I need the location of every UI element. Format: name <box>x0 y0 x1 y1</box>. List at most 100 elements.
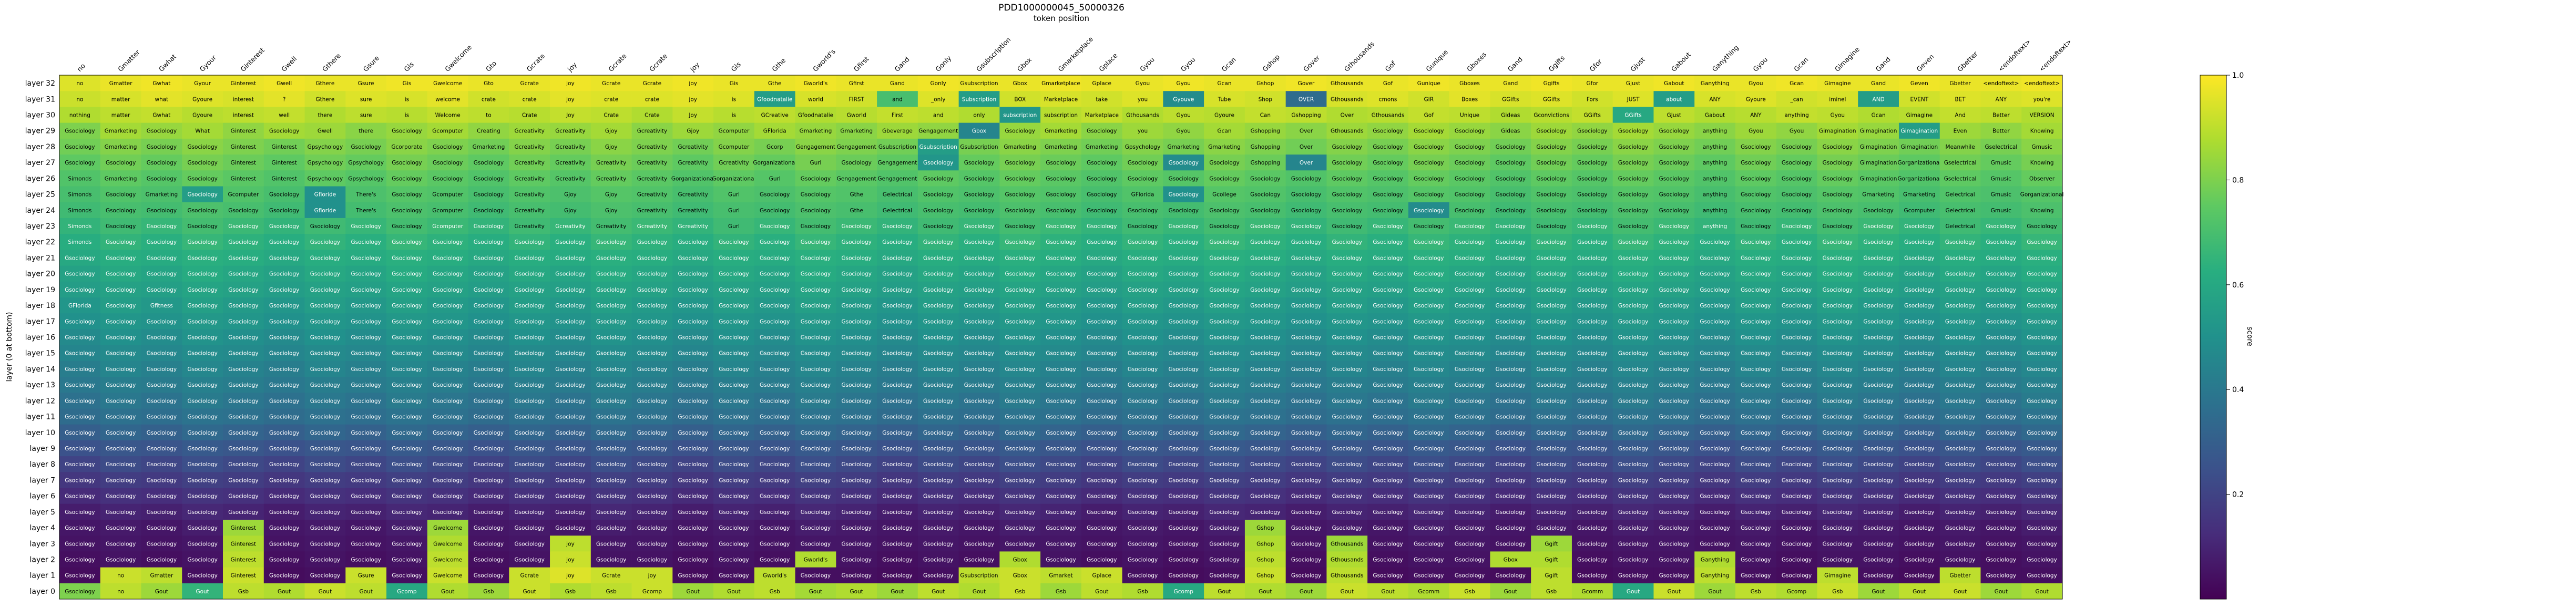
cell-label: Gsociology <box>65 128 95 135</box>
cell-label: Gsociology <box>1496 430 1526 436</box>
cell-label: Gof <box>1424 112 1434 119</box>
cell-label: Gsociology <box>1087 176 1117 182</box>
cell-label: anything <box>1703 176 1727 182</box>
heatmap-cell <box>141 138 182 155</box>
cell-label: Ginterest <box>271 144 297 150</box>
cell-label: Gsociology <box>1741 208 1771 214</box>
cell-label: Gsociology <box>678 430 708 436</box>
cell-label: Fors <box>1587 96 1598 102</box>
cell-label: Gsociology <box>1455 382 1485 388</box>
cell-label: Gsociology <box>1904 541 1934 547</box>
heatmap-cell <box>223 329 264 346</box>
cell-label: Gsociology <box>1455 318 1485 325</box>
cell-label: Gsociology <box>1332 335 1362 341</box>
cell-label: Gwell <box>318 128 333 135</box>
cell-label: Gsociology <box>678 303 708 309</box>
cell-label: Gsociology <box>964 382 994 388</box>
cell-label: Gsociology <box>1496 398 1526 404</box>
heatmap-cell <box>1408 329 1450 346</box>
cell-label: Gsociology <box>1087 509 1117 516</box>
cell-label: Gsociology <box>1046 414 1076 420</box>
cell-label: Gsociology <box>1373 287 1403 293</box>
cell-label: Gsociology <box>187 509 217 516</box>
heatmap-cell <box>182 297 223 314</box>
heatmap-cell <box>59 297 101 314</box>
heatmap-cell <box>836 297 877 314</box>
cell-label: Gsociology <box>65 366 95 373</box>
heatmap-cell <box>1204 138 1245 155</box>
cell-label: Gsociology <box>1904 255 1934 261</box>
heatmap-cell <box>1735 250 1777 266</box>
x-tick-label: Gwell <box>280 55 298 73</box>
cell-label: Gsociology <box>310 351 340 357</box>
cell-label: Gsociology <box>801 239 831 245</box>
cell-label: Gsociology <box>1782 525 1812 531</box>
heatmap-cell <box>2021 234 2063 250</box>
cell-label: Gyou <box>1749 128 1763 135</box>
cell-label: Gsociology <box>1291 446 1321 452</box>
cell-label: Gsociology <box>474 239 504 245</box>
heatmap-cell <box>1204 250 1245 266</box>
heatmap-cell <box>1776 297 1817 314</box>
cell-label: Ggifts <box>1543 80 1560 87</box>
heatmap-cell <box>1367 250 1409 266</box>
cell-label: Gsociology <box>1332 414 1362 420</box>
heatmap-cell <box>1735 122 1777 139</box>
heatmap-cell <box>1163 91 1204 107</box>
cell-label: Gsociology <box>1618 160 1648 166</box>
heatmap-cell <box>1571 313 1613 330</box>
heatmap-cell <box>1244 265 1286 282</box>
cell-label: Gsociology <box>760 318 790 325</box>
cell-label: Gsociology <box>1414 493 1444 500</box>
x-tick-label: Gjust <box>1629 55 1647 73</box>
cell-label: Gsociology <box>1209 461 1239 468</box>
cell-label: Gsociology <box>1741 366 1771 373</box>
cell-label: Gengagement <box>878 176 917 182</box>
cell-label: Gcomputer <box>432 208 463 214</box>
cell-label: GFlorida <box>1131 192 1154 198</box>
heatmap-cell <box>1612 297 1654 314</box>
cell-label: crate <box>482 96 496 102</box>
cell-label: Gsociology <box>392 477 422 483</box>
cell-label: Gmatter <box>150 573 173 579</box>
heatmap-cell <box>795 107 836 124</box>
cell-label: Gsociology <box>1250 303 1280 309</box>
heatmap-cell <box>550 218 591 234</box>
cell-label: Gsociology <box>1046 318 1076 325</box>
cell-label: Gsociology <box>147 239 177 245</box>
heatmap-cell <box>1858 234 1899 250</box>
cell-label: Gorganizational <box>1897 160 1941 166</box>
cell-label: Gmarketing <box>1045 128 1077 135</box>
cell-label: Gsociology <box>106 271 136 277</box>
cell-label: Gsociology <box>596 493 626 500</box>
cell-label: Gsociology <box>1618 271 1648 277</box>
cell-label: Gsociology <box>1945 414 1975 420</box>
cell-label: Gsociology <box>1659 477 1689 483</box>
heatmap-cell <box>2021 281 2063 298</box>
cell-label: Gsociology <box>1577 366 1607 373</box>
heatmap-cell <box>1204 202 1245 219</box>
cell-label: Gsociology <box>964 366 994 373</box>
heatmap-cell <box>1612 329 1654 346</box>
colorbar-ticks: 0.20.40.60.81.0 <box>2226 71 2244 499</box>
cell-label: Gsociology <box>1618 366 1648 373</box>
cell-label: Gsociology <box>1373 382 1403 388</box>
cell-label: Gsociology <box>187 366 217 373</box>
cell-label: Gsociology <box>637 351 667 357</box>
cell-label: Gsociology <box>392 398 422 404</box>
heatmap-cell <box>1653 75 1695 91</box>
heatmap-cell <box>1490 281 1531 298</box>
cell-label: Gsociology <box>2027 430 2057 436</box>
heatmap-cell <box>1694 91 1736 107</box>
cell-label: Gsociology <box>65 398 95 404</box>
cell-label: Gsociology <box>147 461 177 468</box>
heatmap-cell <box>1735 202 1777 219</box>
cell-label: Gsociology <box>1332 160 1362 166</box>
heatmap-cell <box>836 138 877 155</box>
cell-label: Gsociology <box>842 557 872 563</box>
cell-label: Gout <box>1259 589 1272 595</box>
heatmap-cell <box>1122 122 1163 139</box>
heatmap-cell <box>999 313 1041 330</box>
cell-label: Gsociology <box>1618 509 1648 516</box>
